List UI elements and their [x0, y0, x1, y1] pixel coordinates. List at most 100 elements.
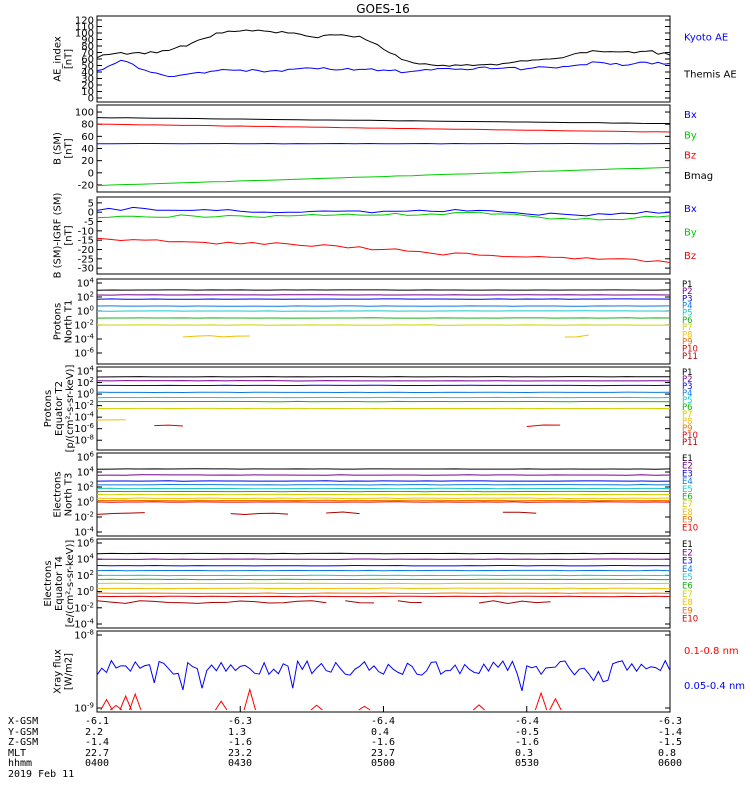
y-axis-label: AE_index [53, 36, 64, 82]
y-axis-label: Electrons [53, 471, 64, 517]
legend-entry: E9 [682, 516, 693, 526]
y-axis-label: Equator T2 [54, 381, 65, 436]
y-tick-label: 20 [81, 156, 94, 167]
y-axis-label: Protons [43, 390, 54, 427]
y-tick-label: 102 [77, 291, 94, 304]
y-axis-label: [nT] [64, 225, 75, 245]
ephemeris-value: 2.2 [85, 726, 104, 738]
y-tick-label: 30 [81, 74, 94, 85]
legend-entry: P10 [682, 431, 698, 441]
figure-title: GOES-16 [356, 2, 410, 16]
legend-entry: P3 [682, 382, 693, 392]
y-axis-label: Electrons [43, 560, 54, 606]
series-line [96, 29, 671, 67]
ephemeris-value: 22.7 [85, 747, 110, 759]
series-spike [119, 694, 132, 711]
legend-entry: E8 [682, 508, 693, 518]
y-tick-label: 70 [81, 48, 94, 59]
ephemeris-value: -6.3 [658, 716, 683, 727]
legend-entry: E6 [682, 582, 693, 592]
series-line [96, 512, 145, 515]
legend-entry: Bx [684, 204, 697, 215]
series-line [96, 166, 671, 187]
legend-entry: P5 [682, 396, 693, 406]
legend-entry: E1 [682, 454, 693, 464]
y-tick-label: 106 [77, 451, 95, 464]
y-tick-label: -10 [78, 226, 94, 237]
legend-entry: Bmag [684, 171, 713, 182]
y-axis-label: [nT] [64, 138, 75, 158]
y-tick-label: 10-2 [74, 511, 94, 524]
legend-entry: E9 [682, 606, 693, 616]
y-tick-label: 20 [81, 81, 94, 92]
y-tick-label: -15 [78, 236, 94, 247]
legend-entry: E4 [682, 565, 693, 575]
legend-entry: P10 [682, 345, 698, 355]
legend-entry: P11 [682, 438, 698, 448]
series-spike [243, 687, 257, 711]
legend-entry: By [684, 228, 697, 239]
panel-8: 10-8 10-9 Xray flux [W/m2] 0.1-0.8 nm 0.05-0.… [53, 629, 746, 715]
y-tick-label: 10-4 [74, 333, 94, 346]
y-tick-label: 40 [81, 144, 94, 155]
legend-entry: E2 [682, 548, 693, 558]
series-spike [358, 705, 371, 711]
legend-entry: E3 [682, 469, 693, 479]
y-tick-label: 10 [81, 87, 94, 98]
y-tick-label: -20 [78, 180, 94, 191]
series-spike [110, 704, 123, 711]
y-tick-label: 10-9 [74, 702, 94, 715]
ephemeris-value: -0.5 [515, 726, 540, 738]
ephemeris-value: -6.4 [371, 716, 396, 727]
ephemeris-value: 23.2 [228, 747, 253, 759]
ephemeris-value: 0400 [85, 758, 110, 769]
series-line [564, 334, 589, 338]
panel-3: 50-5-10-15-20-25-30 B (SM)-IGRF (SM) [nT] B… [53, 193, 697, 279]
legend-entry: P2 [682, 375, 693, 385]
panel-frame [96, 15, 671, 103]
y-tick-label: -20 [78, 245, 94, 256]
series-line [230, 512, 289, 515]
y-axis-label: Equator T4 [54, 556, 65, 611]
y-tick-label: 100 [77, 585, 94, 598]
date-label: 2019 Feb 11 [8, 768, 75, 780]
ephemeris-value: 0530 [515, 758, 540, 769]
series-line [96, 59, 671, 78]
legend-entry: P3 [682, 294, 693, 304]
series-line [397, 600, 422, 603]
y-tick-label: 100 [77, 496, 94, 509]
ephemeris-value: 0.8 [658, 747, 677, 759]
series-line [478, 600, 551, 605]
y-axis-label: [W/m2] [64, 653, 75, 690]
y-tick-label: -25 [78, 254, 94, 265]
legend-entry: P8 [682, 330, 693, 340]
panel-frame [96, 278, 671, 365]
y-tick-label: 0 [88, 168, 94, 179]
legend-entry: E7 [682, 590, 693, 600]
series-spike [472, 704, 486, 711]
legend-entry: E1 [682, 540, 693, 550]
y-tick-label: 106 [77, 537, 95, 550]
y-tick-label: 104 [77, 553, 95, 566]
ephemeris-value: 0.3 [515, 747, 534, 759]
ephemeris-row-label: MLT [8, 747, 27, 759]
legend-entry: 0.05-0.4 nm [684, 681, 745, 692]
legend-entry: P1 [682, 280, 693, 290]
y-axis-label: Xray flux [53, 649, 64, 694]
legend-entry: P2 [682, 287, 693, 297]
legend-entry: P6 [682, 316, 693, 326]
ephemeris-value: -1.4 [85, 737, 110, 748]
y-tick-label: 110 [75, 22, 94, 33]
series-line [96, 206, 671, 217]
series-line [96, 211, 671, 221]
y-tick-label: 90 [81, 35, 94, 46]
series-line [526, 424, 561, 428]
series-spike [549, 697, 562, 711]
series-line [182, 335, 250, 338]
series-line [96, 123, 671, 133]
ephemeris-row-label: X-GSM [8, 716, 39, 727]
